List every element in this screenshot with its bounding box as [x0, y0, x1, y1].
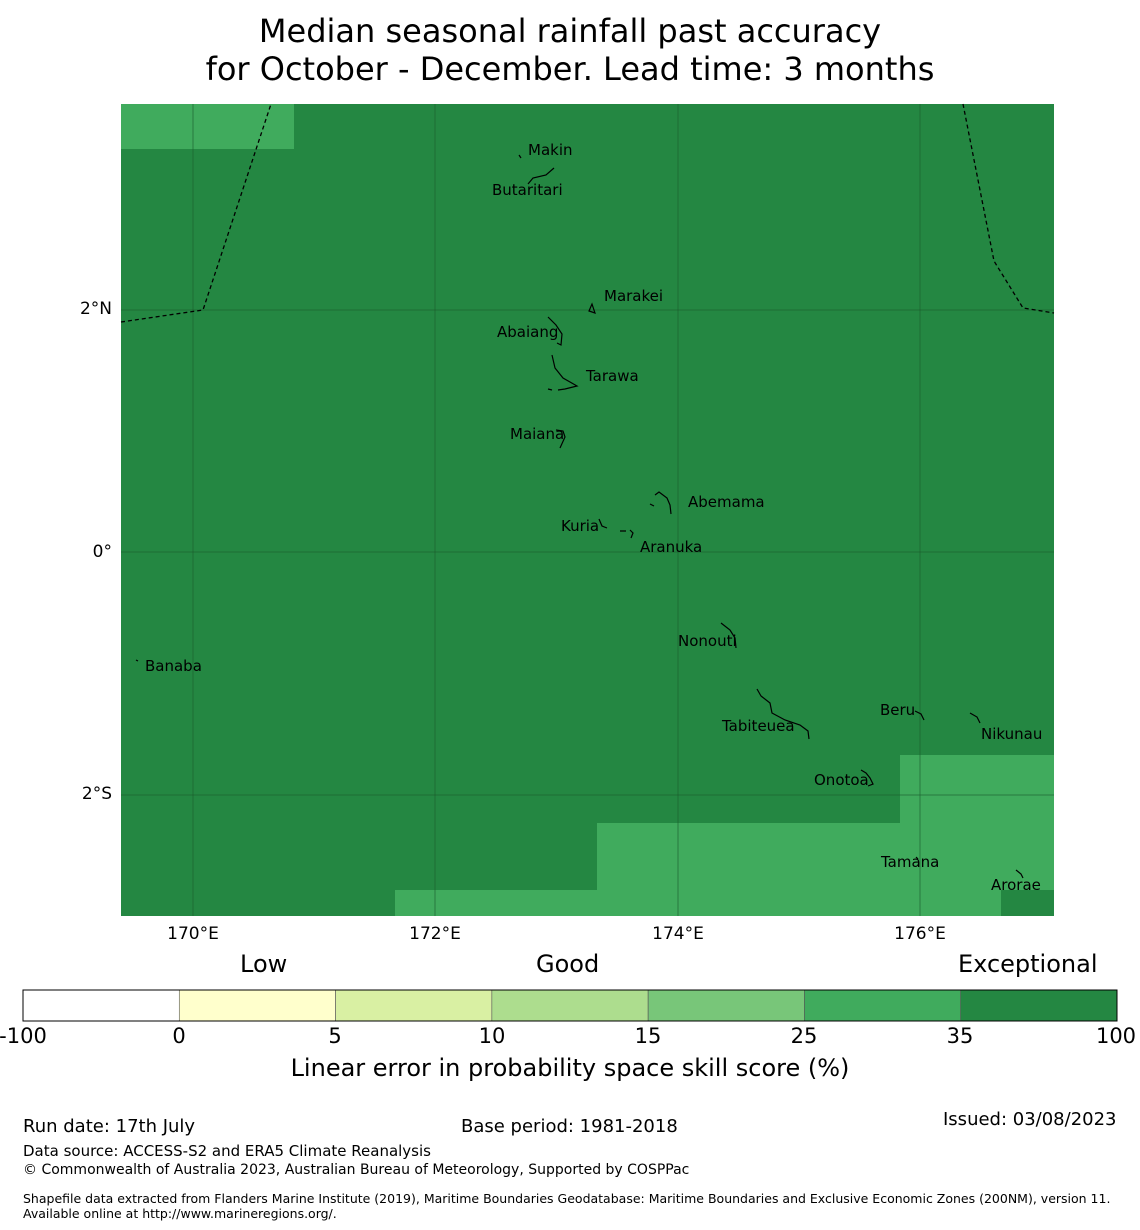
- data-source: Data source: ACCESS-S2 and ERA5 Climate …: [23, 1142, 431, 1160]
- island-label-makin: Makin: [528, 141, 573, 159]
- colorbar-bin-0-to-5: [178, 989, 336, 1022]
- island-shape-aranuka: [620, 529, 634, 539]
- island-label-butaritari: Butaritari: [492, 181, 563, 199]
- island-outlines: [135, 154, 1024, 879]
- island-shape-nonouti: [720, 622, 737, 649]
- run-date: Run date: 17th July: [23, 1116, 196, 1137]
- island-label-tarawa: Tarawa: [585, 367, 639, 385]
- legend-category-good: Good: [536, 950, 600, 978]
- island-shape-beru: [914, 710, 925, 721]
- colorbar-bin-15-to-25: [647, 989, 805, 1022]
- legend-tick-15: 15: [634, 1024, 662, 1048]
- lon-label-174e: 174°E: [652, 924, 704, 944]
- graticule: [121, 104, 1054, 916]
- island-shape-tarawa: [551, 354, 579, 391]
- skill-cell-very-good-se3: [395, 890, 1001, 916]
- island-shape-maiana: [555, 429, 566, 449]
- island-shape-abemama-west: [649, 503, 655, 507]
- map-background-exceptional: [121, 104, 1054, 916]
- island-shape-makin: [518, 154, 522, 159]
- island-label-beru: Beru: [880, 701, 915, 719]
- colorbar-bin-25-to-35: [804, 989, 962, 1022]
- island-label-onotoa: Onotoa: [814, 771, 869, 789]
- legend-tick-35: 35: [946, 1024, 974, 1048]
- skill-cell-very-good-nw: [121, 104, 294, 149]
- island-label-kuria: Kuria: [561, 517, 599, 535]
- colorbar-bin-35-to-100: [960, 989, 1118, 1022]
- eez-boundary-west: [120, 103, 272, 323]
- legend-tick-minus100: -100: [0, 1024, 47, 1048]
- colorbar-bin-10-to-15: [491, 989, 649, 1022]
- island-shape-abaiang: [547, 316, 563, 346]
- island-label-nonouti: Nonouti: [678, 632, 737, 650]
- island-label-marakei: Marakei: [604, 287, 663, 305]
- island-shape-tabiteuea: [756, 688, 810, 740]
- lon-label-170e: 170°E: [167, 924, 219, 944]
- island-shape-onotoa: [860, 769, 874, 787]
- island-label-maiana: Maiana: [510, 425, 564, 443]
- legend-tick-100: 100: [1095, 1024, 1137, 1048]
- copyright-notice: © Commonwealth of Australia 2023, Austra…: [23, 1162, 690, 1178]
- skill-map: Makin Butaritari Marakei Abaiang Tarawa …: [120, 103, 1055, 916]
- eez-boundary-east: [962, 103, 1055, 314]
- lat-label-2s: 2°S: [81, 784, 112, 804]
- colorbar-frame: [22, 989, 1118, 1022]
- legend-category-low: Low: [240, 950, 288, 978]
- island-shape-abemama: [654, 491, 672, 515]
- colorbar-bin--100-to-0: [22, 989, 180, 1022]
- legend-category-exceptional: Exceptional: [958, 950, 1098, 978]
- legend-tick-25: 25: [790, 1024, 818, 1048]
- base-period: Base period: 1981-2018: [461, 1116, 678, 1137]
- island-label-abemama: Abemama: [688, 493, 765, 511]
- island-shape-tamana: [915, 856, 919, 860]
- island-label-banaba: Banaba: [145, 657, 202, 675]
- map-title-line-1: Median seasonal rainfall past accuracy: [258, 12, 882, 50]
- island-label-abaiang: Abaiang: [497, 323, 558, 341]
- island-shape-tarawa-west: [547, 388, 553, 391]
- island-shape-nikunau: [969, 712, 981, 724]
- island-shape-arorae: [1015, 869, 1024, 879]
- island-label-aranuka: Aranuka: [640, 538, 702, 556]
- island-shape-marakei: [588, 302, 596, 314]
- island-shape-kuria: [598, 518, 608, 529]
- skill-cell-exceptional-corner: [1001, 890, 1054, 916]
- lon-label-176e: 176°E: [894, 924, 946, 944]
- island-label-tabiteuea: Tabiteuea: [721, 717, 795, 735]
- lat-label-2n: 2°N: [79, 299, 112, 319]
- issued-date: Issued: 03/08/2023: [943, 1109, 1117, 1130]
- shapefile-credit: Shapefile data extracted from Flanders M…: [23, 1191, 1111, 1221]
- lat-label-0: 0°: [92, 542, 112, 562]
- island-label-nikunau: Nikunau: [981, 725, 1042, 743]
- island-shape-butaritari: [527, 167, 555, 185]
- island-shape-banaba: [135, 659, 139, 662]
- island-label-arorae: Arorae: [991, 876, 1041, 894]
- lon-label-172e: 172°E: [409, 924, 461, 944]
- colorbar-label: Linear error in probability space skill …: [290, 1054, 850, 1082]
- colorbar-bin-5-to-10: [335, 989, 493, 1022]
- legend-tick-0: 0: [172, 1024, 186, 1048]
- legend-tick-5: 5: [328, 1024, 342, 1048]
- map-title-line-2: for October - December. Lead time: 3 mon…: [205, 50, 935, 88]
- legend-tick-10: 10: [478, 1024, 506, 1048]
- island-label-tamana: Tamana: [880, 853, 939, 871]
